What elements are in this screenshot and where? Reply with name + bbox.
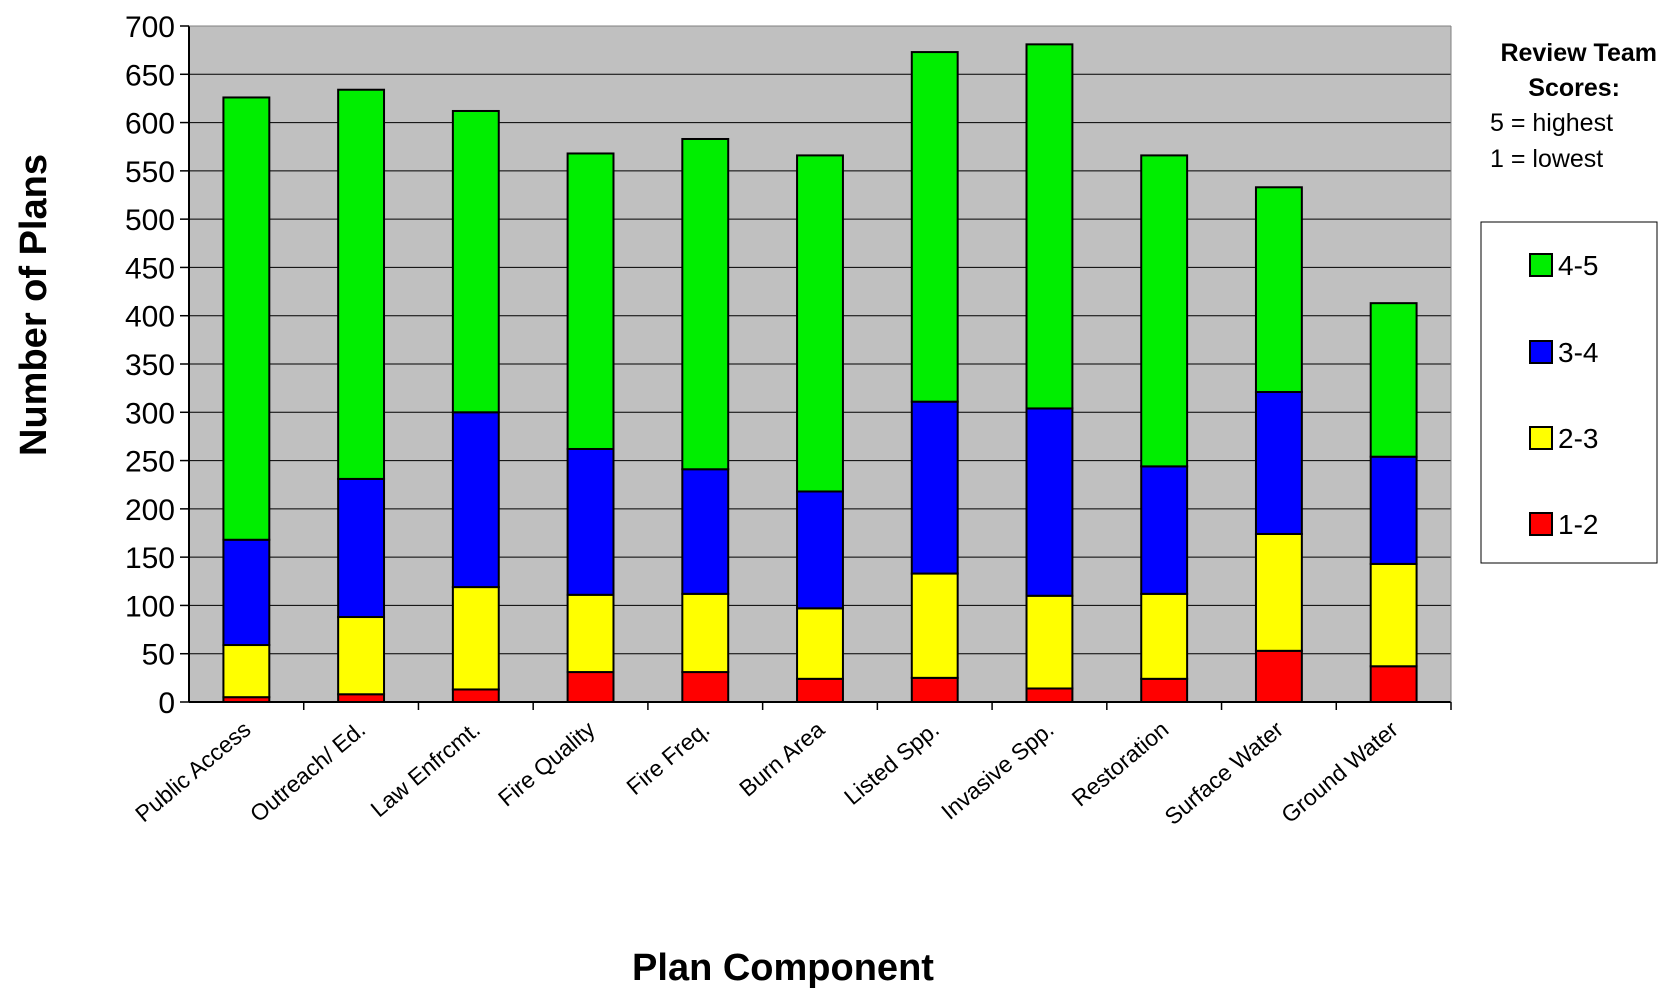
bar-segment-4-5 [451, 109, 500, 414]
y-tick-label: 700 [125, 11, 175, 44]
bar-segment-2-3 [1140, 592, 1189, 680]
x-tick-label: Surface Water [1159, 716, 1288, 830]
bar-segment-3-4 [1140, 465, 1189, 595]
bar-segment-4-5 [1369, 302, 1418, 458]
bar-segment-4-5 [337, 88, 386, 480]
bar-segment-2-3 [337, 616, 386, 696]
legend-swatch-2-3 [1529, 426, 1553, 450]
legend-swatch-4-5 [1529, 253, 1553, 277]
y-tick-label: 250 [125, 446, 175, 479]
bars [222, 43, 1418, 704]
x-tick-label: Fire Freq. [621, 716, 714, 800]
x-tick-label: Outreach/ Ed. [245, 716, 370, 827]
bar-segment-2-3 [1369, 562, 1418, 668]
y-tick-label: 450 [125, 252, 175, 285]
bar-segment-4-5 [910, 51, 959, 403]
bar-segment-4-5 [1140, 154, 1189, 468]
bar-segment-4-5 [681, 137, 730, 471]
legend-title-line1: Review Team [1500, 39, 1657, 67]
bar-segment-2-3 [222, 644, 271, 699]
bar-segment-3-4 [566, 447, 615, 596]
legend: 4-5 3-4 2-3 1-2 [1480, 221, 1658, 564]
legend-label-1-2: 1-2 [1558, 509, 1598, 540]
legend-title-line2: Scores: [1528, 74, 1620, 102]
x-tick-label: Fire Quality [493, 716, 600, 812]
bar-segment-1-2 [681, 671, 730, 704]
bar-segment-1-2 [1025, 687, 1074, 703]
bar-segment-2-3 [1025, 594, 1074, 690]
x-tick-label: Invasive Spp. [936, 716, 1058, 825]
bar-segment-4-5 [1025, 43, 1074, 410]
x-tick-label: Restoration [1067, 716, 1174, 812]
bar-segment-3-4 [451, 411, 500, 589]
y-tick-label: 350 [125, 349, 175, 382]
y-tick-label: 500 [125, 204, 175, 237]
bar-segment-1-2 [910, 676, 959, 703]
bar-segment-4-5 [796, 154, 844, 493]
y-tick-label: 650 [125, 59, 175, 92]
axes [180, 25, 1452, 710]
bar-segment-4-5 [222, 96, 271, 541]
bar-segment-3-4 [796, 490, 844, 610]
bar-segment-3-4 [337, 477, 386, 619]
y-tick-label: 200 [125, 494, 175, 527]
bar-segment-3-4 [1369, 455, 1418, 565]
legend-box [1480, 221, 1658, 564]
y-axis-title: Number of Plans [13, 154, 55, 456]
bar-segment-4-5 [566, 152, 615, 450]
bar-segment-2-3 [566, 593, 615, 674]
bar-segment-3-4 [910, 400, 959, 575]
bar-segment-1-2 [1254, 649, 1303, 703]
legend-label-4-5: 4-5 [1558, 250, 1598, 281]
x-tick-label: Burn Area [734, 716, 829, 802]
bar-segment-1-2 [337, 693, 386, 704]
y-tick-label: 600 [125, 108, 175, 141]
bar-segment-1-2 [566, 671, 615, 704]
bar-segment-2-3 [796, 607, 844, 680]
y-tick-label: 300 [125, 397, 175, 430]
bar-segment-2-3 [1254, 532, 1303, 652]
legend-swatch-1-2 [1529, 512, 1553, 536]
bar-segment-3-4 [1254, 391, 1303, 535]
y-tick-labels: 0 50 100 150 200 250 300 350 400 450 500 550 600 650 7… [125, 11, 175, 720]
x-tick-label: Public Access [130, 716, 255, 827]
bar-segment-2-3 [910, 572, 959, 679]
x-tick-label: Law Enfrcmt. [366, 716, 486, 822]
y-tick-label: 150 [125, 542, 175, 575]
bar-segment-1-2 [1369, 665, 1418, 703]
bar-segment-3-4 [222, 538, 271, 647]
x-tick-label: Listed Spp. [839, 716, 944, 810]
legend-note-lowest: 1 = lowest [1490, 145, 1603, 173]
bar-segment-3-4 [1025, 407, 1074, 597]
bar-segment-1-2 [451, 688, 500, 704]
bar-segment-1-2 [1140, 677, 1189, 704]
y-tick-label: 550 [125, 156, 175, 189]
bar-segment-2-3 [451, 586, 500, 691]
x-axis-title: Plan Component [632, 947, 934, 988]
bar-segment-3-4 [681, 468, 730, 595]
x-tick-label: Ground Water [1276, 716, 1403, 828]
bar-segment-1-2 [796, 677, 844, 704]
legend-label-2-3: 2-3 [1558, 423, 1598, 454]
legend-swatch-3-4 [1529, 340, 1553, 364]
legend-note-highest: 5 = highest [1490, 109, 1613, 137]
legend-label-3-4: 3-4 [1558, 337, 1598, 368]
y-tick-label: 50 [142, 639, 175, 672]
bar-segment-2-3 [681, 592, 730, 674]
bar-segment-4-5 [1254, 186, 1303, 394]
y-tick-label: 100 [125, 590, 175, 623]
y-tick-label: 400 [125, 301, 175, 334]
y-tick-label: 0 [158, 687, 175, 720]
